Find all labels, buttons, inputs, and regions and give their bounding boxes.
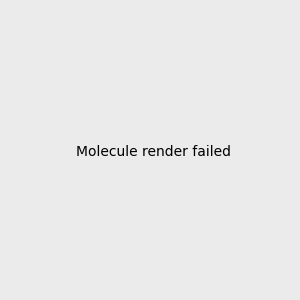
Text: Molecule render failed: Molecule render failed xyxy=(76,145,231,158)
